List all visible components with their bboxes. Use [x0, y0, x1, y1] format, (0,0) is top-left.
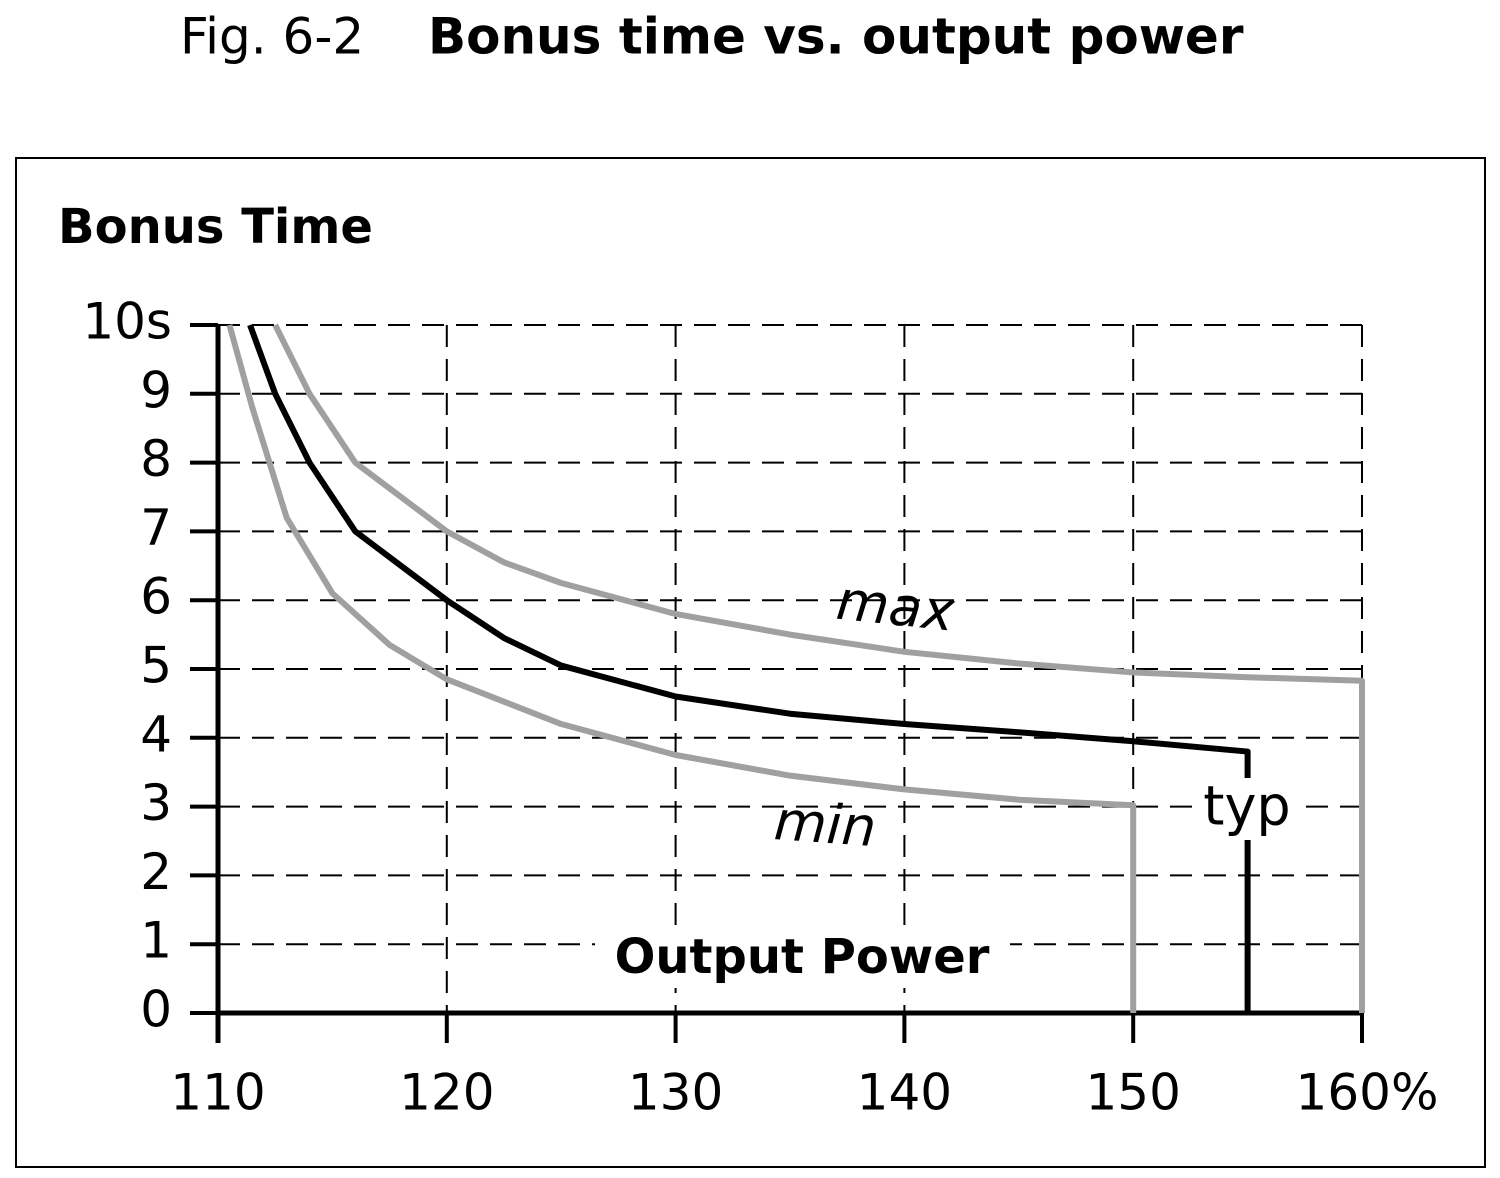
- y-tick-label: 2: [140, 843, 172, 901]
- x-tick-label: 110: [170, 1064, 265, 1122]
- x-axis-title: Output Power: [615, 929, 990, 985]
- x-tick-label: 150: [1085, 1064, 1180, 1122]
- y-tick-label: 3: [140, 774, 172, 832]
- series-label: typ: [1203, 775, 1290, 838]
- label-bg: [1197, 778, 1297, 840]
- label-bg: [595, 932, 1010, 988]
- y-axis-title: Bonus Time: [58, 199, 373, 255]
- y-tick-label: 6: [140, 568, 172, 626]
- figure-label: Fig. 6-2: [180, 8, 364, 66]
- y-tick-label: 5: [140, 637, 172, 695]
- y-tick-label: 1: [140, 912, 172, 970]
- y-tick-label: 8: [140, 430, 172, 488]
- x-tick-label: 130: [628, 1064, 723, 1122]
- series-label: min: [772, 789, 878, 859]
- y-tick-label: 0: [140, 981, 172, 1039]
- series-line: [247, 323, 1251, 1013]
- x-tick-label: 160%: [1296, 1064, 1439, 1122]
- y-tick-label: 9: [140, 361, 172, 419]
- x-tick-label: 140: [857, 1064, 952, 1122]
- series-line: [272, 323, 1365, 1013]
- y-tick-label: 10s: [82, 293, 172, 351]
- y-tick-label: 4: [140, 705, 172, 763]
- series-line: [226, 324, 1137, 1013]
- x-tick-label: 120: [399, 1064, 494, 1122]
- frame: [15, 157, 1486, 1168]
- chart-title: Bonus time vs. output power: [428, 8, 1244, 66]
- series-label: max: [834, 569, 959, 644]
- y-tick-label: 7: [140, 499, 172, 557]
